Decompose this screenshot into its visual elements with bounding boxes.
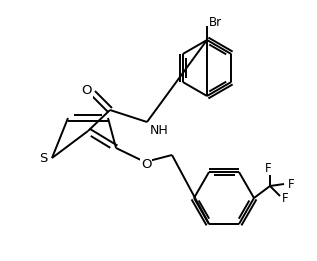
Text: F: F (282, 193, 288, 205)
Text: NH: NH (150, 123, 169, 137)
Text: O: O (141, 158, 151, 171)
Text: S: S (39, 151, 47, 164)
Text: O: O (82, 85, 92, 98)
Text: F: F (288, 177, 294, 191)
Text: Br: Br (209, 16, 222, 29)
Text: F: F (265, 162, 271, 175)
